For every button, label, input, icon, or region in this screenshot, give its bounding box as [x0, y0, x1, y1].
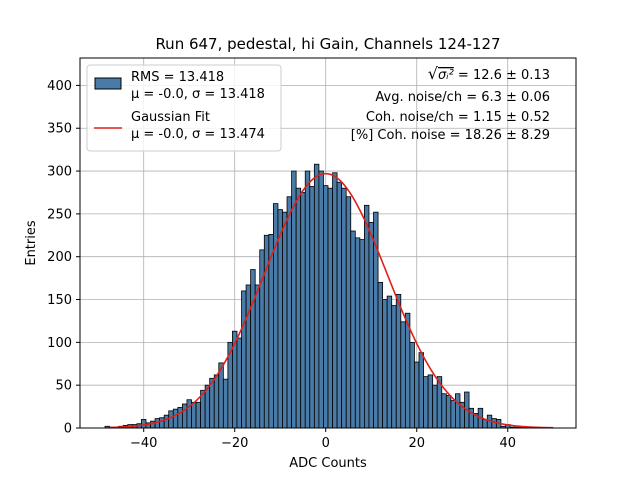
histogram-bar [414, 361, 420, 429]
histogram-bar [391, 305, 397, 429]
histogram-bar [172, 408, 179, 429]
legend-histogram-stats: μ = -0.0, σ = 13.418 [131, 87, 265, 102]
legend-histogram-swatch [94, 77, 122, 90]
legend-fit-stats: μ = -0.0, σ = 13.474 [131, 127, 265, 142]
y-axis-ticks: 0 50 100 150 200 250 300 350 400 [47, 79, 80, 437]
annotation-avg-noise: Avg. noise/ch = 6.3 ± 0.06 [375, 90, 550, 105]
y-tick-label: 300 [47, 165, 72, 180]
histogram-bar [309, 186, 315, 429]
histogram-bar [445, 395, 452, 429]
histogram-bar [482, 419, 488, 429]
histogram-bars [104, 163, 525, 429]
histogram-bar [277, 209, 283, 429]
histogram-bar [423, 376, 429, 429]
histogram-bar [272, 203, 279, 429]
histogram-bar [450, 400, 456, 429]
histogram-bar [177, 407, 183, 429]
histogram-bar [427, 374, 434, 429]
x-axis-label: ADC Counts [289, 456, 367, 471]
x-tick-label: −20 [221, 436, 248, 451]
y-tick-label: 0 [64, 422, 72, 437]
histogram-bar [327, 187, 333, 429]
histogram-bar [404, 312, 411, 429]
histogram-bar [350, 230, 356, 429]
histogram-bar [318, 170, 324, 429]
histogram-bar [236, 337, 242, 429]
histogram-bar [268, 234, 274, 429]
histogram-bar [432, 384, 438, 429]
histogram-bar [409, 341, 415, 429]
histogram-bar [359, 239, 365, 429]
histogram-bar [245, 284, 252, 429]
histogram-bar [395, 293, 402, 429]
legend-histogram-label: RMS = 13.418 [131, 70, 224, 85]
histogram-bar [368, 222, 374, 429]
histogram-bar [336, 181, 343, 429]
histogram-bar [382, 299, 388, 429]
y-tick-label: 200 [47, 250, 72, 265]
histogram-bar [300, 192, 306, 429]
histogram-bar [168, 410, 174, 429]
histogram-bar [455, 393, 461, 429]
histogram-bar [286, 196, 292, 429]
histogram-bar [254, 284, 261, 429]
annotation-sigma: √σᵢ² = 12.6 ± 0.13 [428, 64, 550, 83]
histogram-bar [141, 419, 147, 429]
histogram-bar [332, 172, 338, 429]
legend: RMS = 13.418 μ = -0.0, σ = 13.418 Gaussi… [86, 64, 282, 152]
annotation-coh-noise: Coh. noise/ch = 1.15 ± 0.52 [366, 110, 550, 125]
histogram-bar [213, 374, 220, 429]
histogram-bar [364, 204, 370, 429]
x-tick-label: 40 [499, 436, 516, 451]
y-tick-label: 250 [47, 207, 72, 222]
histogram-bar [354, 237, 361, 429]
y-tick-label: 50 [55, 379, 72, 394]
y-axis-label: Entries [24, 220, 39, 266]
histogram-bar [195, 401, 201, 429]
histogram-bar [386, 295, 393, 429]
x-tick-label: −40 [130, 436, 157, 451]
histogram-bar [400, 321, 406, 429]
histogram-bar [163, 414, 170, 429]
legend-fit-label: Gaussian Fit [131, 110, 210, 125]
y-tick-label: 350 [47, 122, 72, 137]
plot-frame [79, 57, 577, 429]
histogram-bar [418, 352, 424, 429]
chart-title: Run 647, pedestal, hi Gain, Channels 124… [155, 35, 500, 53]
histogram-bar [323, 185, 329, 429]
histogram-bar [345, 196, 352, 429]
histogram-bar [241, 290, 247, 429]
x-tick-label: 20 [408, 436, 425, 451]
legend-box [86, 64, 282, 152]
annotation-coh-noise-percent: [%] Coh. noise = 18.26 ± 8.29 [351, 128, 550, 143]
histogram-bar [191, 401, 197, 429]
histogram-bar [181, 403, 188, 429]
histogram-bar [304, 170, 311, 429]
histogram-bar [341, 187, 347, 429]
noise-annotations: √σᵢ² = 12.6 ± 0.13 Avg. noise/ch = 6.3 ±… [351, 64, 550, 143]
histogram-bar [295, 187, 302, 429]
y-tick-label: 100 [47, 336, 72, 351]
histogram-bar [222, 378, 229, 429]
histogram-bar [159, 417, 165, 429]
gaussian-fit-line [107, 172, 554, 429]
histogram-bar [313, 163, 320, 429]
histogram-bar [441, 393, 447, 429]
x-axis-ticks: −40 −20 0 20 40 [130, 428, 516, 451]
x-tick-label: 0 [322, 436, 330, 451]
histogram-bar [250, 269, 256, 429]
histogram-bar [186, 399, 192, 429]
y-tick-label: 150 [47, 293, 72, 308]
histogram-bar [282, 211, 288, 429]
y-tick-label: 400 [47, 79, 72, 94]
histogram-bar [377, 281, 384, 429]
